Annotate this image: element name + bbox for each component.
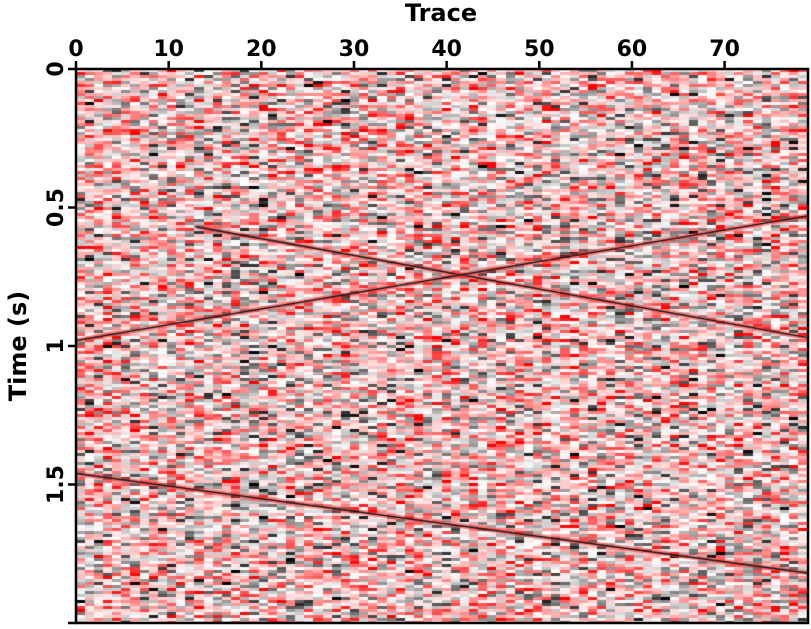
y-tick-label: 1 [44, 338, 69, 353]
seismic-amplitude-image [76, 69, 808, 623]
x-tick-label: 50 [524, 37, 555, 62]
seismic-event-2 [75, 215, 809, 341]
x-tick-label: 40 [431, 37, 462, 62]
x-tick-label: 30 [339, 37, 370, 62]
y-axis: 0 0.5 1 1.5 2 [44, 61, 76, 629]
x-tick-label: 70 [709, 37, 740, 62]
seismic-event-1 [196, 226, 809, 339]
y-tick-label: 1.5 [44, 465, 69, 504]
x-tick-label: 60 [617, 37, 648, 62]
y-tick-label: 0.5 [44, 188, 69, 227]
y-tick-label: 2 [44, 627, 69, 629]
x-tick-label: 0 [68, 37, 83, 62]
x-axis-title: Trace [405, 0, 477, 27]
y-axis-title: Time (s) [4, 291, 32, 401]
x-axis: 0 10 20 30 40 50 60 70 [68, 37, 740, 69]
seismic-event-3 [75, 472, 809, 574]
y-tick-label: 0 [44, 61, 69, 76]
x-tick-label: 20 [246, 37, 277, 62]
x-tick-label: 10 [153, 37, 184, 62]
seismic-heatmap [75, 69, 809, 623]
